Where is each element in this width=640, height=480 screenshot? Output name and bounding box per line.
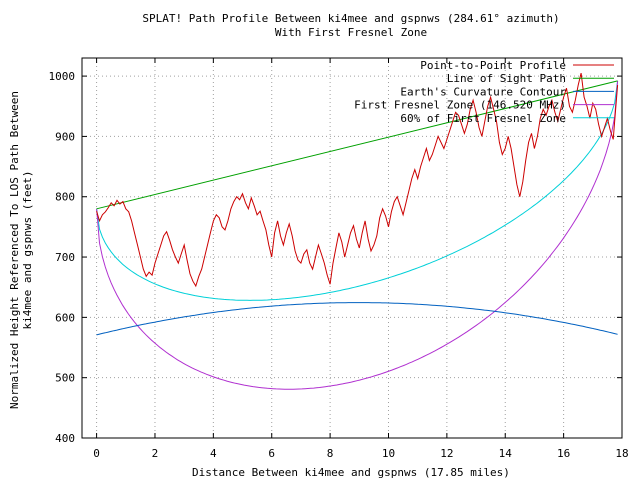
chart-title: SPLAT! Path Profile Between ki4mee and g… (142, 12, 559, 25)
chart-subtitle: With First Fresnel Zone (275, 26, 427, 39)
series-line (96, 302, 618, 336)
plot-frame (81, 57, 623, 439)
x-tick-label: 8 (327, 447, 334, 460)
x-tick-label: 6 (268, 447, 275, 460)
legend-entry-label: 60% of First Fresnel Zone (400, 112, 566, 125)
x-tick-label: 10 (382, 447, 395, 460)
series-line (96, 80, 619, 301)
x-tick-label: 18 (615, 447, 628, 460)
x-tick-label: 4 (210, 447, 217, 460)
x-tick-label: 14 (499, 447, 513, 460)
x-tick-label: 16 (557, 447, 570, 460)
y-tick-label: 1000 (49, 70, 76, 83)
legend-entry-label: Point-to-Point Profile (420, 59, 566, 72)
y-axis-title-line1: Normalized Height Referenced To LOS Path… (8, 91, 21, 409)
ticks: 0 2 4 6 8 10 12 14 16 18 400 500 600 700 800 900 1000 (49, 58, 629, 460)
y-tick-label: 500 (55, 372, 75, 385)
series-line (96, 72, 619, 288)
series-line (96, 80, 619, 390)
x-axis-title: Distance Between ki4mee and gspnws (17.8… (192, 466, 510, 479)
legend-entry-label: Earth's Curvature Contour (400, 85, 566, 98)
y-tick-label: 400 (55, 432, 75, 445)
legend-entry-label: Line of Sight Path (447, 72, 566, 85)
y-tick-label: 900 (55, 130, 75, 143)
y-axis-title-line2: ki4mee and gspnws (feet) (21, 171, 34, 330)
series-line (96, 80, 618, 210)
y-tick-label: 600 (55, 311, 75, 324)
x-tick-label: 0 (93, 447, 100, 460)
series-layer (96, 72, 619, 390)
x-tick-label: 12 (440, 447, 453, 460)
y-tick-label: 800 (55, 191, 75, 204)
x-tick-label: 2 (152, 447, 159, 460)
legend-entry-label: First Fresnel Zone (146.520 MHz) (354, 99, 566, 112)
y-tick-label: 700 (55, 251, 75, 264)
